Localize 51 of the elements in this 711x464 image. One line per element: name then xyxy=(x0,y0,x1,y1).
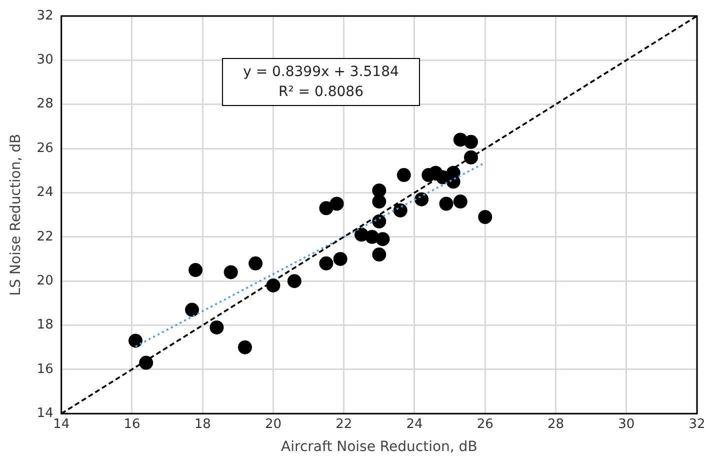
annotation: R² = 0.8086 xyxy=(278,83,364,102)
point xyxy=(128,334,142,348)
point xyxy=(464,150,478,164)
x-tick-label: 28 xyxy=(547,416,564,432)
point xyxy=(439,196,454,211)
x-tick-label: 16 xyxy=(124,416,140,432)
point xyxy=(185,302,200,317)
point xyxy=(319,256,334,270)
x-tick-label: 32 xyxy=(688,416,706,432)
point xyxy=(139,356,154,370)
point xyxy=(453,194,468,209)
x-tick-label: 24 xyxy=(406,416,423,432)
point xyxy=(188,263,203,278)
point xyxy=(478,210,492,224)
point xyxy=(464,134,478,149)
y-tick-label: 26 xyxy=(36,140,54,156)
point xyxy=(372,184,386,198)
point xyxy=(287,274,302,288)
y-tick-label: 28 xyxy=(36,96,54,112)
y-tick-label: 14 xyxy=(36,406,54,421)
point xyxy=(210,320,224,334)
x-tick-label: 22 xyxy=(336,416,352,432)
x-tick-label: 30 xyxy=(618,416,635,432)
y-tick-label: 22 xyxy=(36,229,54,244)
y-tick-label: 24 xyxy=(36,185,54,200)
point xyxy=(333,252,348,266)
point xyxy=(248,256,263,270)
y-tick-label: 18 xyxy=(36,318,54,333)
y-axis-title: LS Noise Reduction, dB xyxy=(8,134,24,296)
point xyxy=(238,340,252,354)
point xyxy=(330,196,344,211)
x-tick-label: 26 xyxy=(476,416,494,432)
annotation: y = 0.8399x + 3.5184 xyxy=(242,63,400,82)
x-tick-label: 20 xyxy=(264,416,282,432)
point xyxy=(372,214,386,228)
point xyxy=(224,265,238,280)
y-tick-label: 32 xyxy=(36,8,54,24)
point xyxy=(266,278,280,292)
x-axis-title: Aircraft Noise Reduction, dB xyxy=(281,439,478,456)
y-tick-label: 30 xyxy=(36,52,54,68)
point xyxy=(319,201,334,216)
point xyxy=(396,168,411,182)
y-tick-label: 16 xyxy=(36,362,54,377)
y-tick-label: 20 xyxy=(36,273,54,288)
point xyxy=(393,203,408,218)
point xyxy=(372,194,386,209)
x-tick-label: 14 xyxy=(53,416,70,432)
x-tick-label: 18 xyxy=(194,416,211,432)
point xyxy=(365,230,380,244)
point xyxy=(372,248,386,262)
point xyxy=(414,192,429,206)
